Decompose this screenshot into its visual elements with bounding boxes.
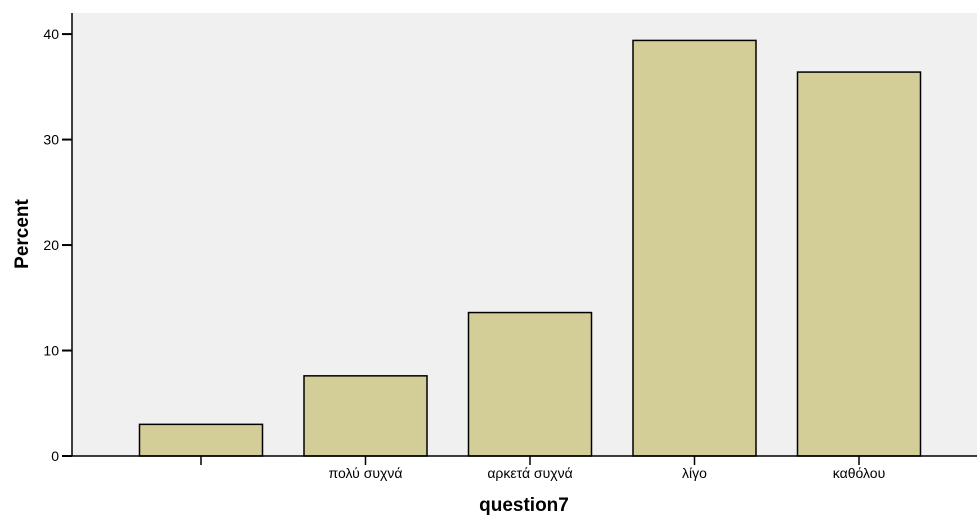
bar [467,311,593,457]
y-tick-label: 10 [43,343,59,359]
bar [138,423,264,457]
y-tick-label: 40 [43,26,59,42]
y-tick-label: 20 [43,237,59,253]
x-tick-label: καθόλου [833,465,885,481]
bars-group [138,39,922,457]
x-axis-title: question7 [479,495,569,516]
x-tick-label: πολύ συχνά [329,465,403,481]
y-tick-label: 0 [51,448,59,464]
y-axis: 0 10 20 30 40 [43,13,73,464]
x-tick-label: λίγο [682,465,707,481]
x-axis: πολύ συχνά αρκετά συχνά λίγο καθόλου [72,455,977,481]
x-tick-label: αρκετά συχνά [487,465,572,481]
bar [796,71,922,457]
bar [632,39,757,457]
y-axis-title: Percent [12,198,33,268]
bar [303,375,428,457]
y-tick-label: 30 [43,132,59,148]
